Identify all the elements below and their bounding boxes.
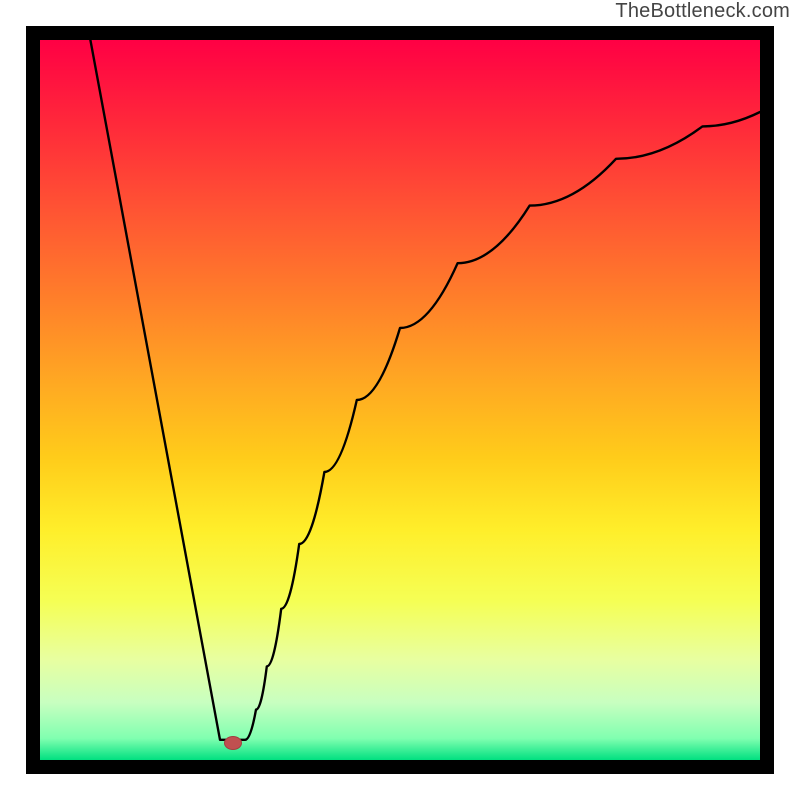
optimum-marker bbox=[224, 736, 242, 750]
bottleneck-curve bbox=[40, 40, 760, 760]
plot-area bbox=[40, 40, 760, 760]
chart-canvas: TheBottleneck.com bbox=[0, 0, 800, 800]
curve-path bbox=[90, 40, 760, 740]
watermark-text: TheBottleneck.com bbox=[615, 0, 790, 23]
